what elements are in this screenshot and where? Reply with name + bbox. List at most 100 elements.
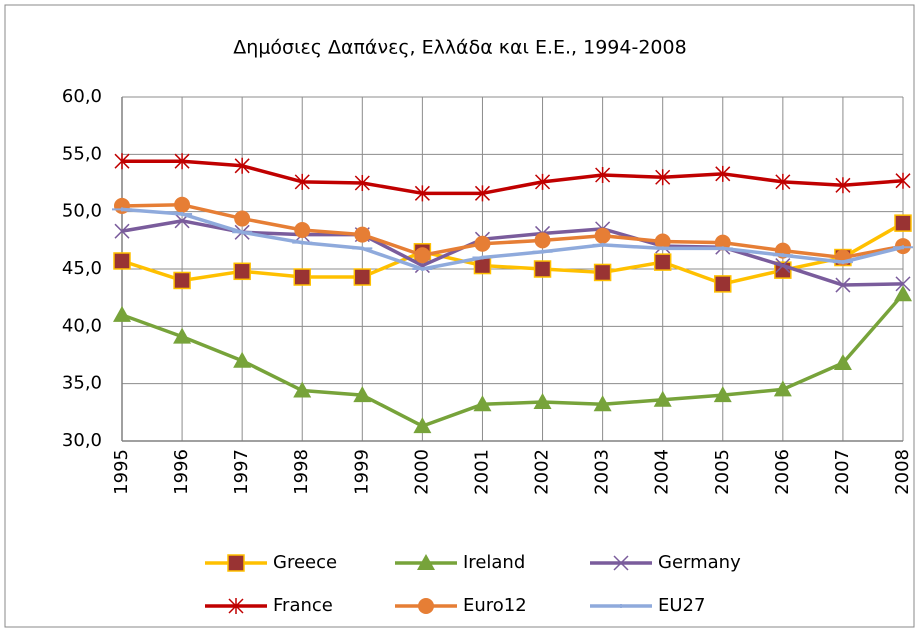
legend-label: France bbox=[273, 595, 333, 616]
legend-marker bbox=[228, 598, 244, 614]
data-point bbox=[533, 393, 552, 410]
data-point bbox=[293, 381, 312, 398]
y-tick-label: 55,0 bbox=[62, 143, 102, 164]
data-point bbox=[112, 207, 132, 212]
data-point bbox=[835, 277, 851, 293]
legend-marker bbox=[417, 554, 435, 570]
data-point bbox=[653, 390, 672, 407]
x-tick-label: 2007 bbox=[832, 449, 853, 495]
x-tick-label: 2000 bbox=[411, 449, 432, 495]
data-point bbox=[895, 172, 911, 189]
x-tick-label: 1996 bbox=[171, 449, 192, 495]
data-point bbox=[715, 165, 731, 182]
data-point bbox=[233, 351, 252, 368]
data-point bbox=[593, 263, 612, 282]
data-point bbox=[292, 240, 313, 245]
data-point bbox=[595, 166, 611, 183]
x-tick-label: 2001 bbox=[471, 449, 492, 495]
data-point bbox=[413, 417, 432, 434]
data-point bbox=[593, 395, 612, 412]
series-line bbox=[121, 203, 904, 260]
data-point bbox=[832, 260, 853, 265]
data-point bbox=[775, 173, 791, 190]
data-point bbox=[472, 255, 493, 260]
data-point bbox=[833, 354, 852, 371]
data-point bbox=[713, 386, 732, 403]
series-line bbox=[122, 159, 904, 196]
x-tick-label: 1998 bbox=[291, 449, 312, 495]
data-point bbox=[113, 305, 131, 322]
y-tick-label: 45,0 bbox=[62, 258, 102, 279]
data-point bbox=[113, 252, 131, 270]
y-tick-label: 35,0 bbox=[62, 373, 102, 394]
legend-label: Germany bbox=[658, 552, 741, 573]
x-tick-label: 1999 bbox=[351, 449, 372, 495]
data-point bbox=[354, 175, 370, 191]
data-point bbox=[535, 173, 551, 190]
legend-marker bbox=[613, 555, 629, 571]
series-line bbox=[121, 221, 904, 286]
data-point bbox=[895, 276, 911, 292]
data-point bbox=[772, 253, 793, 258]
data-point bbox=[414, 247, 431, 264]
y-tick-label: 60,0 bbox=[62, 86, 102, 107]
data-point bbox=[173, 327, 192, 344]
data-point bbox=[654, 233, 671, 250]
legend-marker bbox=[611, 604, 631, 608]
data-point bbox=[533, 260, 552, 278]
legend-marker bbox=[418, 598, 434, 614]
data-point bbox=[174, 196, 191, 213]
y-tick-label: 40,0 bbox=[62, 315, 102, 336]
data-point bbox=[354, 226, 371, 243]
data-point bbox=[172, 211, 193, 216]
data-point bbox=[655, 169, 671, 186]
data-point bbox=[173, 271, 191, 290]
legend-label: Greece bbox=[273, 552, 337, 573]
x-tick-label: 2003 bbox=[592, 449, 613, 495]
data-point bbox=[473, 395, 492, 412]
chart-frame bbox=[4, 4, 915, 628]
data-point bbox=[294, 173, 310, 190]
data-point bbox=[893, 245, 913, 250]
series-line bbox=[121, 293, 905, 428]
x-tick-label: 2004 bbox=[652, 449, 673, 495]
data-point bbox=[894, 214, 912, 232]
data-point bbox=[532, 249, 553, 254]
data-point bbox=[412, 267, 433, 271]
series-line bbox=[121, 207, 904, 271]
data-point bbox=[234, 157, 250, 174]
y-tick-label: 30,0 bbox=[62, 430, 102, 451]
data-point bbox=[592, 242, 613, 247]
data-point bbox=[594, 227, 611, 244]
data-point bbox=[714, 275, 732, 293]
data-point bbox=[293, 268, 311, 286]
data-point bbox=[474, 235, 491, 252]
data-point bbox=[352, 246, 373, 251]
data-point bbox=[232, 230, 253, 235]
legend-marker bbox=[227, 554, 245, 572]
data-point bbox=[474, 185, 490, 202]
data-point bbox=[114, 223, 130, 239]
data-point bbox=[835, 177, 851, 194]
data-point bbox=[414, 185, 430, 202]
legend-label: Euro12 bbox=[463, 595, 527, 616]
data-point bbox=[294, 222, 311, 239]
data-point bbox=[773, 380, 792, 397]
data-point bbox=[534, 232, 551, 249]
x-tick-label: 1995 bbox=[111, 449, 132, 495]
x-tick-label: 1997 bbox=[231, 449, 252, 495]
data-point bbox=[114, 153, 130, 170]
data-point bbox=[353, 268, 372, 286]
data-point bbox=[652, 246, 673, 251]
y-tick-label: 50,0 bbox=[62, 201, 102, 222]
x-tick-label: 2006 bbox=[772, 449, 793, 495]
data-point bbox=[174, 153, 190, 170]
data-point bbox=[234, 210, 251, 227]
legend-label: EU27 bbox=[658, 595, 705, 616]
data-point bbox=[712, 246, 733, 251]
chart-title: Δημόσιες Δαπάνες, Ελλάδα και Ε.Ε., 1994-… bbox=[233, 37, 686, 59]
data-point bbox=[233, 262, 251, 281]
data-point bbox=[894, 285, 912, 302]
